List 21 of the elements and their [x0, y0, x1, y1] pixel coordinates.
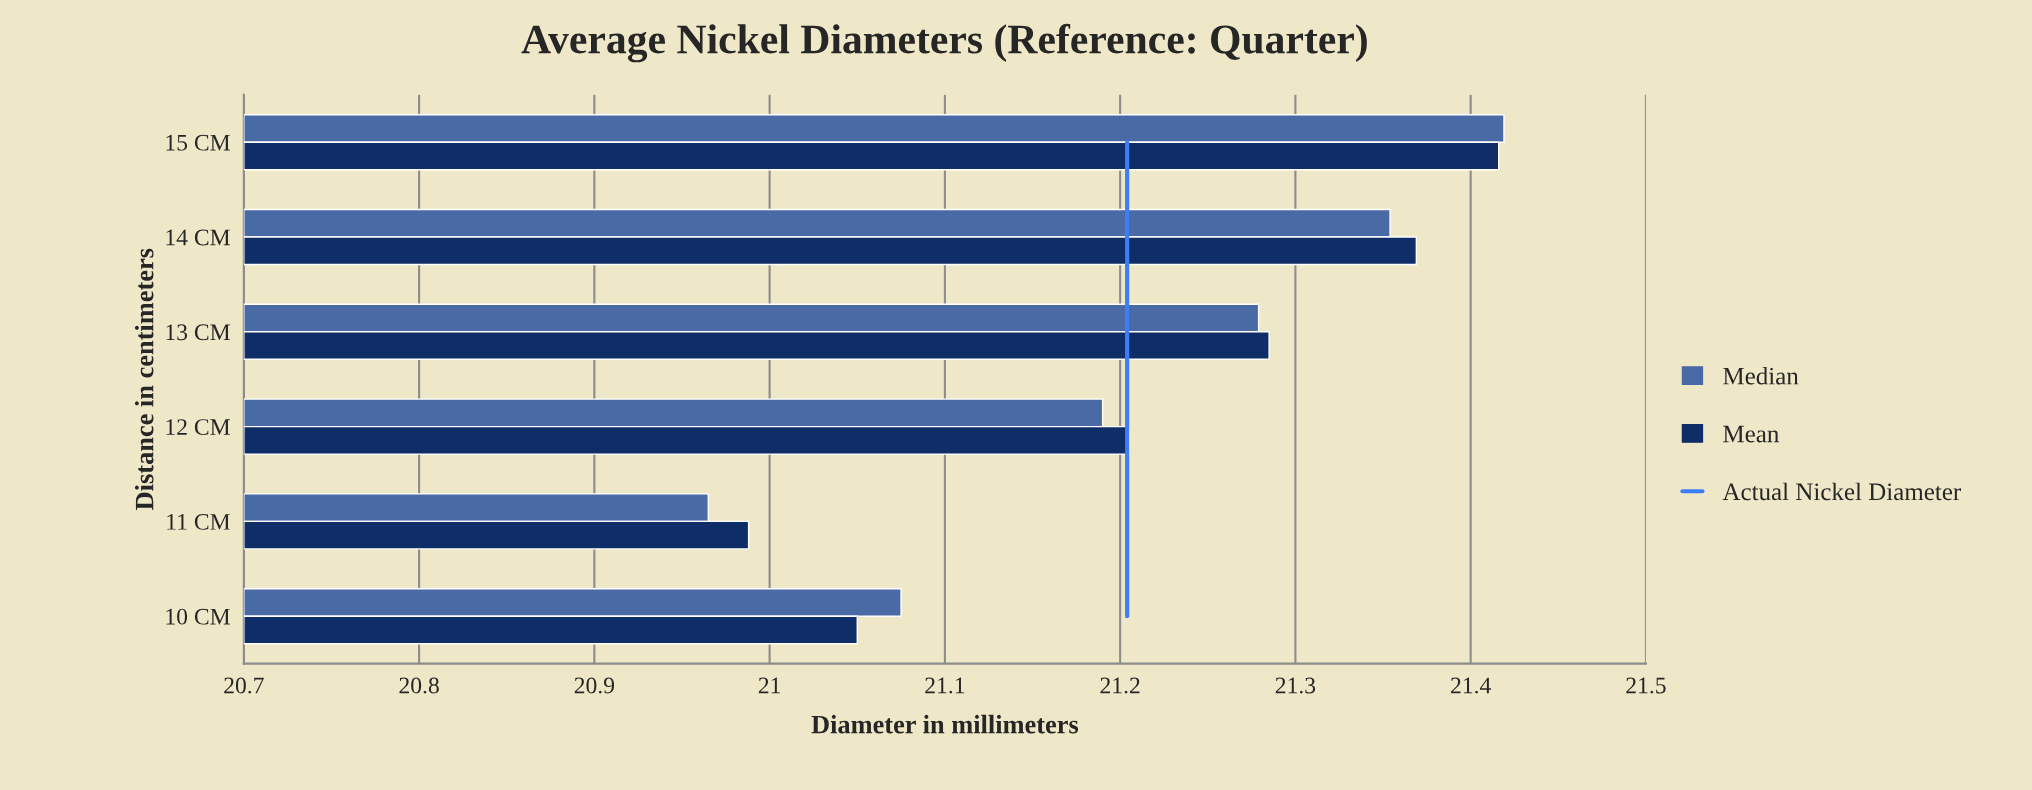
- y-axis-title: Distance in centimeters: [134, 248, 154, 510]
- y-tick-label: 15 CM: [166, 134, 230, 151]
- chart-title: Average Nickel Diameters (Reference: Quarter): [521, 23, 1367, 63]
- x-tick-label: 20.9: [574, 677, 615, 694]
- x-tick-label: 21.4: [1451, 677, 1491, 694]
- x-tick-label: 21.2: [1100, 677, 1140, 694]
- y-tick-label: 11 CM: [167, 513, 230, 530]
- y-tick-label: 12 CM: [166, 419, 230, 436]
- x-tick-label: 21.5: [1626, 677, 1666, 694]
- x-tick-label: 21.3: [1275, 677, 1316, 694]
- legend-label: Actual Nickel Diameter: [1722, 482, 1961, 501]
- y-tick-label: 13 CM: [166, 324, 230, 341]
- legend-label: Median: [1723, 367, 1799, 385]
- x-tick-label: 20.8: [399, 677, 439, 694]
- y-tick-label: 10 CM: [166, 608, 230, 625]
- x-tick-label: 21: [758, 677, 781, 694]
- x-tick-label: 21.1: [925, 677, 965, 694]
- x-axis-title: Diameter in millimeters: [811, 714, 1079, 734]
- legend-label: Mean: [1723, 425, 1779, 443]
- x-tick-label: 20.7: [224, 677, 264, 694]
- y-tick-label: 14 CM: [166, 229, 230, 246]
